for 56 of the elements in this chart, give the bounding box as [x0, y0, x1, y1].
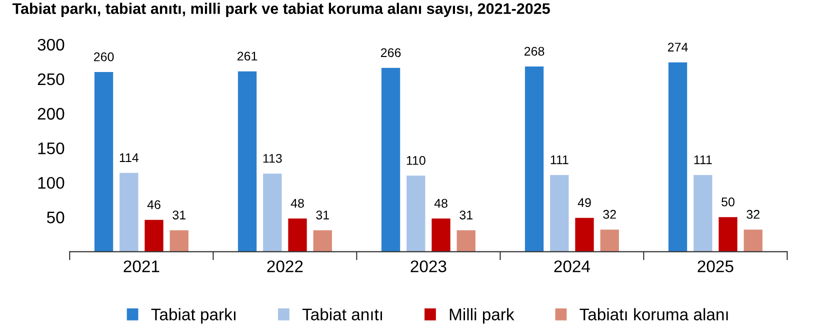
data-label: 274: [668, 42, 688, 52]
data-label: 261: [237, 52, 258, 61]
bar: [288, 218, 307, 252]
bar: [524, 66, 544, 252]
bar: [600, 230, 619, 252]
bar: [456, 230, 476, 252]
y-tick-label: 100: [38, 176, 64, 189]
legend-label: Tabiat parkı: [151, 308, 236, 324]
bar: [406, 176, 426, 252]
x-tick-label: 2021: [124, 260, 160, 272]
bar: [313, 230, 332, 252]
y-tick-label: 250: [38, 73, 64, 86]
data-label: 31: [460, 210, 472, 220]
x-tick-label: 2025: [698, 260, 734, 272]
y-tick-label: 200: [38, 108, 64, 120]
data-label: 268: [524, 46, 544, 56]
data-label: 260: [94, 52, 114, 62]
data-label: 110: [406, 156, 426, 165]
legend-label: Tabiat anıtı: [302, 308, 382, 320]
data-label: 46: [147, 200, 160, 210]
data-label: 111: [694, 155, 712, 164]
bar: [694, 174, 712, 252]
x-tick-label: 2023: [410, 260, 446, 272]
bar: [744, 230, 762, 252]
y-tick-label: 150: [38, 142, 64, 154]
data-label: 48: [434, 198, 448, 208]
chart-title: Tabiat parkı, tabiat anıtı, milli park ve tabiat koruma alanı sayısı, 2021-2025: [12, 2, 550, 18]
data-label: 32: [603, 210, 616, 219]
data-label: 266: [380, 48, 401, 58]
bar: [263, 174, 282, 252]
data-label: 113: [263, 154, 282, 163]
bar: [668, 62, 688, 252]
x-tick-label: 2024: [554, 260, 590, 272]
y-tick-label: 300: [38, 38, 64, 51]
data-label: 31: [172, 210, 186, 220]
bar: [718, 217, 738, 252]
y-tick-label: 50: [46, 212, 64, 224]
bar: [120, 172, 138, 252]
data-label: 48: [290, 198, 304, 208]
data-label: 49: [578, 198, 591, 208]
x-tick-label: 2022: [267, 260, 303, 272]
bar: [381, 68, 400, 252]
bar: [432, 218, 450, 252]
bar: [550, 174, 569, 252]
data-label: 114: [120, 153, 138, 162]
legend-label: Milli park: [450, 308, 514, 324]
bar: [94, 72, 114, 252]
data-label: 32: [746, 210, 760, 219]
bar: [238, 71, 257, 252]
bar: [575, 218, 594, 252]
data-label: 31: [316, 210, 329, 220]
bar: [144, 220, 164, 252]
data-label: 50: [722, 197, 734, 206]
legend-label: Tabiatı koruma alanı: [580, 308, 728, 320]
bar: [170, 230, 188, 252]
data-label: 111: [550, 155, 568, 164]
